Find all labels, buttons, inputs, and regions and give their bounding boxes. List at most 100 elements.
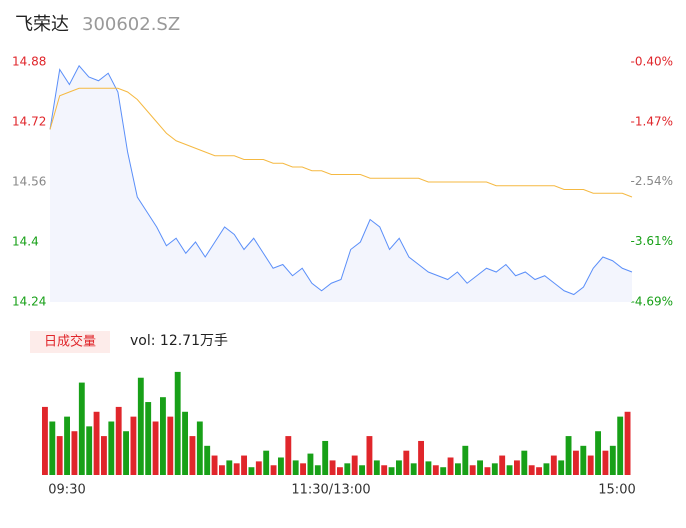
volume-bar: [580, 445, 587, 475]
volume-bar: [211, 455, 218, 475]
volume-bar: [396, 460, 402, 475]
volume-bar: [226, 460, 233, 475]
volume-bar: [528, 465, 535, 475]
volume-bar: [351, 455, 358, 475]
volume-bar: [263, 450, 270, 475]
y2-tick-label: -2.54%: [631, 174, 673, 188]
volume-bar: [137, 377, 144, 475]
volume-bar: [64, 416, 70, 475]
volume-bar: [300, 463, 306, 475]
volume-bar: [71, 431, 78, 475]
volume-bar: [167, 416, 174, 475]
volume-bar: [499, 455, 506, 475]
volume-bar: [160, 397, 166, 475]
volume-bar: [233, 463, 240, 475]
volume-bar: [617, 416, 624, 475]
volume-bar: [101, 436, 107, 475]
y2-tick-label: -3.61%: [631, 234, 673, 248]
volume-bar: [565, 436, 572, 475]
y2-tick-label: -1.47%: [631, 114, 673, 128]
volume-bar: [410, 463, 417, 475]
volume-bar: [484, 467, 491, 475]
volume-bar: [609, 445, 616, 475]
volume-bar: [462, 445, 469, 475]
legend: 日成交量: [44, 334, 96, 350]
x-tick-label: 09:30: [48, 483, 85, 498]
volume-bar: [322, 440, 329, 475]
volume-bar: [491, 463, 498, 475]
volume-bar: [78, 382, 85, 475]
y2-tick-label: -0.40%: [631, 55, 673, 69]
volume-bar: [56, 436, 63, 475]
y-tick-label: 14.24: [12, 295, 46, 309]
volume-bar: [241, 455, 247, 475]
volume-bar: [455, 463, 461, 475]
volume-bar: [145, 402, 152, 475]
volume-bar: [573, 450, 579, 475]
volume-bar: [477, 460, 483, 475]
volume-bar: [314, 465, 321, 475]
volume-bar: [359, 465, 365, 475]
volume-bar: [447, 457, 454, 475]
price-area: [50, 65, 632, 302]
x-tick-label: 15:00: [598, 483, 635, 498]
volume-bar: [278, 457, 284, 475]
y-tick-label: 14.72: [12, 115, 46, 129]
stock-name: 飞荣达: [15, 14, 69, 35]
volume-bar: [86, 426, 93, 475]
volume-bar: [174, 371, 181, 475]
volume-bar: [381, 465, 388, 475]
volume-bar: [469, 465, 476, 475]
volume-bar: [403, 450, 410, 475]
volume-bar: [196, 421, 203, 475]
volume-bar: [152, 421, 159, 475]
volume-bar: [550, 455, 557, 475]
volume-bar: [270, 465, 277, 475]
volume-bar: [344, 463, 351, 475]
volume-bar: [514, 460, 520, 475]
y-tick-label: 14.88: [12, 55, 46, 69]
volume-bar: [587, 455, 594, 475]
legend-box: [30, 331, 110, 353]
volume-bar: [595, 431, 601, 475]
y-tick-label: 14.4: [12, 235, 39, 249]
volume-bar: [285, 436, 292, 475]
volume-bar: [93, 411, 100, 475]
volume-bar: [418, 440, 424, 475]
volume-bar: [602, 450, 609, 475]
volume-bar: [558, 460, 565, 475]
volume-bar: [255, 461, 262, 475]
volume-bar: [425, 461, 432, 475]
volume-bar: [189, 436, 196, 475]
volume-bar: [506, 465, 513, 475]
volume-bar: [521, 450, 528, 475]
volume-bar: [388, 467, 395, 475]
volume-bar: [130, 416, 137, 475]
volume-bar: [115, 406, 122, 475]
volume-bar: [329, 460, 336, 475]
volume-bar: [543, 463, 550, 475]
volume-bar: [432, 465, 439, 475]
volume-bar: [366, 436, 373, 475]
volume-bar: [219, 465, 225, 475]
price-line: [49, 64, 633, 296]
volume-bar: [108, 421, 115, 475]
volume-bar: [307, 453, 314, 475]
volume-bar: [624, 411, 631, 475]
volume-bar: [373, 460, 380, 475]
volume-bar: [49, 421, 56, 475]
volume-bar: [248, 467, 255, 475]
volume-bar: [204, 445, 211, 475]
volume-bar: [182, 411, 188, 475]
volume-bar: [536, 467, 542, 475]
stock-code: 300602.SZ: [82, 14, 180, 35]
average-line: [49, 87, 633, 198]
volume-bar: [337, 467, 343, 475]
y-tick-label: 14.56: [12, 175, 46, 189]
volume-bar: [123, 431, 129, 475]
volume-label: vol: 12.71万手: [130, 333, 228, 349]
volume-bar: [292, 460, 299, 475]
volume-bar: [440, 467, 447, 475]
volume-bar: [42, 406, 48, 475]
